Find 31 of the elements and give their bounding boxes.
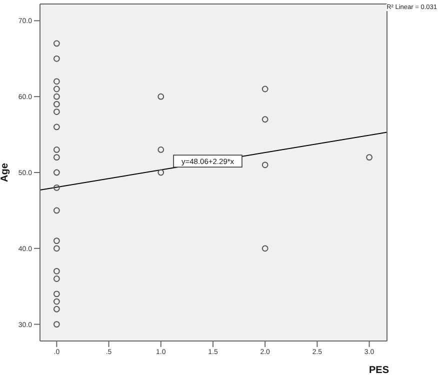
point	[53, 169, 60, 176]
point	[53, 184, 60, 191]
point	[53, 268, 60, 274]
x-axis-title: PES	[368, 365, 390, 375]
point	[53, 238, 60, 244]
point	[262, 86, 268, 92]
point	[53, 124, 60, 130]
point	[158, 169, 164, 176]
point	[53, 86, 60, 92]
point	[53, 100, 60, 108]
point	[262, 245, 268, 252]
point	[53, 78, 60, 85]
point	[262, 162, 268, 168]
point	[158, 93, 164, 100]
point	[53, 321, 60, 328]
point	[53, 146, 60, 153]
point	[53, 290, 60, 298]
y-axis-title: Age	[0, 162, 11, 182]
point	[53, 276, 60, 282]
point	[53, 93, 60, 100]
point	[53, 55, 60, 62]
point	[53, 207, 60, 214]
point	[53, 40, 60, 47]
point	[366, 154, 372, 161]
point	[158, 146, 164, 153]
point	[53, 298, 60, 305]
point	[53, 245, 60, 252]
point	[262, 116, 268, 123]
point	[53, 154, 60, 161]
point	[53, 306, 60, 312]
point	[53, 108, 60, 115]
